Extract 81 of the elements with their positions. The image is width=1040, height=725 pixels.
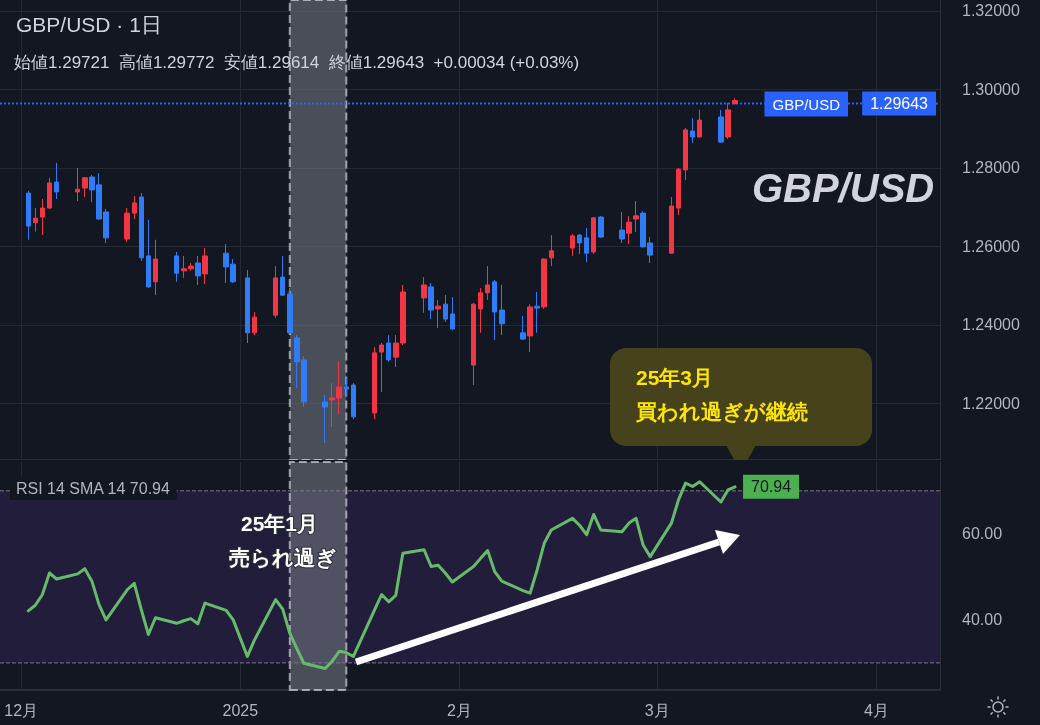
y-tick-label: 1.22000 [962,394,1020,412]
candlestick [146,219,151,289]
candlestick [245,269,250,344]
candlestick [322,394,328,444]
candlestick [195,255,201,286]
x-tick-label: 2月 [446,701,472,719]
text: GBP/USD · 1日 [16,13,162,36]
y-tick-label: 1.26000 [962,237,1020,255]
candlestick [584,227,589,263]
y-tick-label: 1.32000 [962,2,1020,20]
candlestick [139,192,144,262]
annotation: 25年1月 [241,512,319,535]
candlestick [273,265,278,319]
candlestick [287,287,293,335]
candlestick [351,382,356,420]
candlestick [478,287,483,334]
candlestick [344,377,349,398]
candlestick [549,234,554,267]
text: RSI 14 SMA 14 70.94 [16,479,170,497]
x-tick-label: 12月 [4,701,39,719]
candlestick [124,207,130,243]
candlestick [132,195,137,220]
candlestick [75,167,80,202]
candlestick [541,257,547,310]
candlestick [40,198,45,236]
candlestick [372,346,377,420]
candlestick [485,265,490,301]
candlestick [82,176,88,198]
candlestick [471,302,476,386]
candlestick [47,177,52,210]
candlestick [718,109,724,144]
candlestick [450,296,455,331]
candlestick [153,239,158,296]
candlestick [633,200,639,233]
candlestick [492,279,497,341]
candlestick [598,215,604,239]
candlestick [534,291,540,334]
candlestick [690,117,695,144]
candlestick [527,303,533,353]
candlestick [252,311,257,336]
x-tick-label: 3月 [644,701,670,719]
candlestick [54,162,59,200]
ref-line-label: GBP/USD [772,95,841,113]
y-tick-label: 40.00 [962,611,1003,629]
y-tick-label: 60.00 [962,525,1003,543]
candlestick [520,315,526,341]
y-tick-label: 1.24000 [962,316,1020,334]
annotation: 始値1.29721 高値1.29772 安値1.29614 終値1.29643 +0.00034 (+0.03%) [14,53,580,72]
annotation: 買われ過ぎが継続 [636,399,808,425]
candlestick [669,196,674,255]
annotation: 売られ過ぎ [229,546,337,570]
x-tick-label: 2025 [222,701,259,719]
annotation: GBP/USD [752,166,935,210]
candlestick [379,342,384,393]
candlestick [626,215,632,245]
y-tick-label: 1.28000 [962,159,1020,177]
candlestick [499,284,505,336]
candlestick [26,190,31,241]
candlestick [683,127,688,181]
candlestick [428,282,434,320]
annotation: 25年3月 [636,365,714,391]
candlestick [577,233,582,255]
candlestick [443,294,448,323]
annotation: 1.29643 [870,95,929,112]
candlestick [174,251,179,283]
candlestick [33,207,38,233]
candlestick [421,276,427,314]
y-tick-label: 1.30000 [962,80,1020,98]
candlestick [732,97,738,106]
candlestick [725,102,731,140]
data-label: 70.94 [751,478,792,496]
candlestick [280,255,285,297]
candlestick [202,247,208,285]
candlestick [591,216,596,255]
candlestick [619,211,625,244]
x-tick-label: 4月 [863,701,889,719]
candlestick [697,109,702,139]
candlestick [386,334,391,363]
candlestick [570,233,575,257]
candlestick [435,299,441,329]
candlestick [676,167,681,216]
